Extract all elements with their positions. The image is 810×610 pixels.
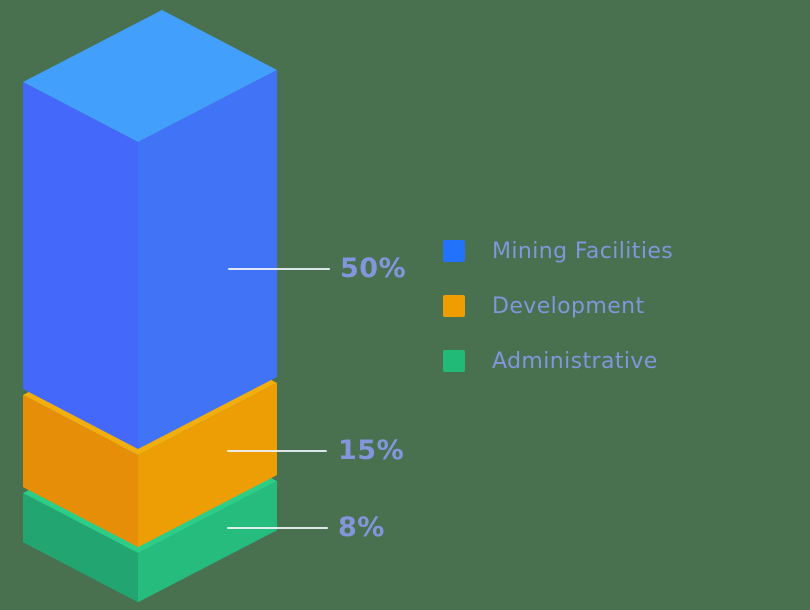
value-label-administrative: 8% <box>338 512 385 543</box>
legend-label: Administrative <box>492 348 658 374</box>
legend-item-development: Development <box>443 293 673 319</box>
legend-swatch-mining-icon <box>443 240 465 262</box>
callout-line-development <box>227 450 327 452</box>
legend-swatch-administrative-icon <box>443 350 465 372</box>
legend: Mining Facilities Development Administra… <box>443 238 674 374</box>
legend-swatch-development-icon <box>443 295 465 317</box>
callout-line-administrative <box>227 527 328 529</box>
legend-item-administrative: Administrative <box>443 348 673 374</box>
legend-item-mining-facilities: Mining Facilities <box>443 238 674 264</box>
value-label-development: 15% <box>338 435 405 466</box>
callout-line-mining <box>228 268 330 270</box>
legend-label: Development <box>492 293 645 319</box>
legend-label: Mining Facilities <box>492 238 674 264</box>
value-label-mining: 50% <box>340 253 407 284</box>
